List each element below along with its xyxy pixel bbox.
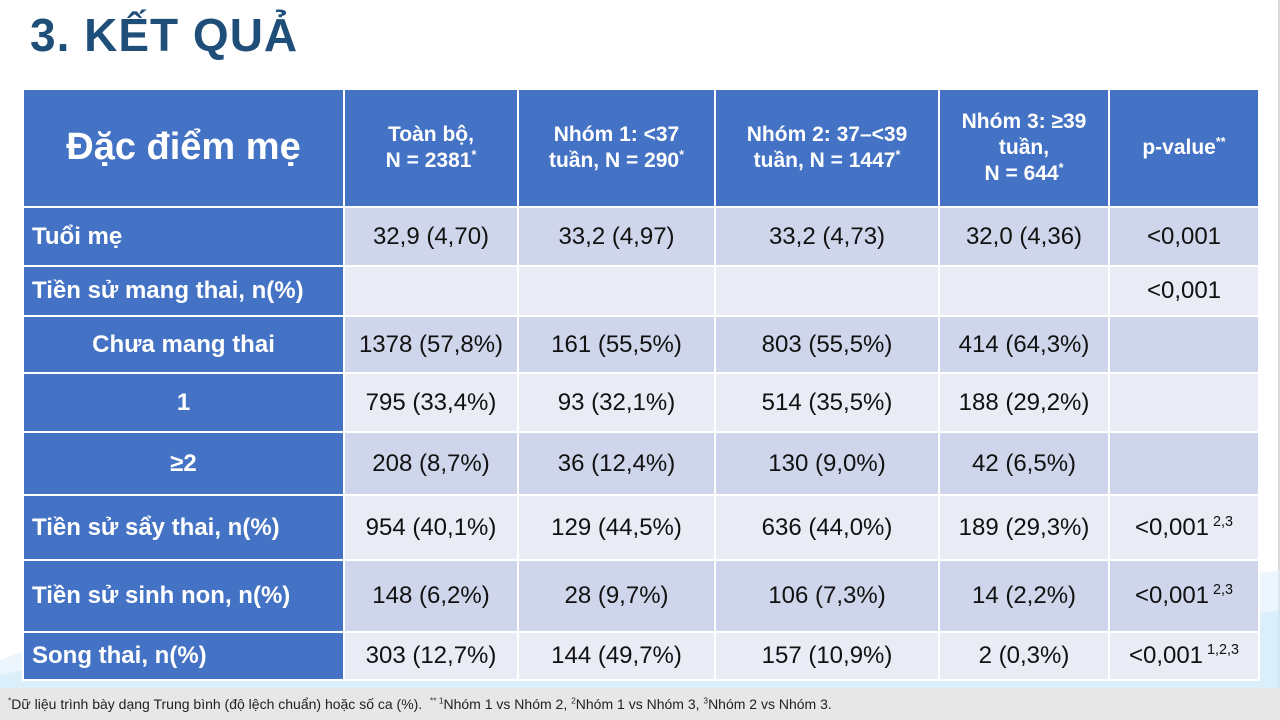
- p-value-cell: [1108, 315, 1260, 374]
- header-group-3: Nhóm 3: ≥39 tuần, N = 644*: [938, 88, 1110, 208]
- table-row: 1 795 (33,4%) 93 (32,1%) 514 (35,5%) 188…: [22, 372, 1260, 433]
- table-cell: 106 (7,3%): [714, 559, 940, 633]
- table-cell: 42 (6,5%): [938, 431, 1110, 496]
- table-row: Tuổi mẹ 32,9 (4,70) 33,2 (4,97) 33,2 (4,…: [22, 206, 1260, 267]
- table-cell: 303 (12,7%): [343, 631, 519, 681]
- header-maternal-characteristics: Đặc điểm mẹ: [22, 88, 345, 208]
- slide-border: [1278, 0, 1280, 720]
- p-value-cell: <0,001: [1108, 206, 1260, 267]
- header-total: Toàn bộ, N = 2381*: [343, 88, 519, 208]
- table-cell: 189 (29,3%): [938, 494, 1110, 561]
- header-group-2: Nhóm 2: 37–<39 tuần, N = 1447*: [714, 88, 940, 208]
- footnote: *Dữ liệu trình bày dạng Trung bình (độ l…: [8, 695, 832, 712]
- table-cell: 208 (8,7%): [343, 431, 519, 496]
- table-cell: 803 (55,5%): [714, 315, 940, 374]
- table-cell: 144 (49,7%): [517, 631, 716, 681]
- table-cell: 36 (12,4%): [517, 431, 716, 496]
- table-cell: 33,2 (4,97): [517, 206, 716, 267]
- table-row: Tiền sử mang thai, n(%) <0,001: [22, 265, 1260, 317]
- table-cell: 28 (9,7%): [517, 559, 716, 633]
- row-label: Tiền sử sẩy thai, n(%): [22, 494, 345, 561]
- table-row: Chưa mang thai 1378 (57,8%) 161 (55,5%) …: [22, 315, 1260, 374]
- table-cell: 129 (44,5%): [517, 494, 716, 561]
- p-value-cell: [1108, 431, 1260, 496]
- table-header-row: Đặc điểm mẹ Toàn bộ, N = 2381* Nhóm 1: <…: [22, 88, 1260, 208]
- row-label: Chưa mang thai: [22, 315, 345, 374]
- table-cell: 795 (33,4%): [343, 372, 519, 433]
- table-cell: 188 (29,2%): [938, 372, 1110, 433]
- results-table: Đặc điểm mẹ Toàn bộ, N = 2381* Nhóm 1: <…: [22, 88, 1260, 681]
- table-cell: 1378 (57,8%): [343, 315, 519, 374]
- row-label: ≥2: [22, 431, 345, 496]
- table-row: ≥2 208 (8,7%) 36 (12,4%) 130 (9,0%) 42 (…: [22, 431, 1260, 496]
- footer-bar: *Dữ liệu trình bày dạng Trung bình (độ l…: [0, 688, 1280, 720]
- table-cell: 130 (9,0%): [714, 431, 940, 496]
- table-cell: 148 (6,2%): [343, 559, 519, 633]
- table-cell: 2 (0,3%): [938, 631, 1110, 681]
- table-cell: 33,2 (4,73): [714, 206, 940, 267]
- table-cell: [343, 265, 519, 317]
- table-row: Tiền sử sinh non, n(%) 148 (6,2%) 28 (9,…: [22, 559, 1260, 633]
- p-value-cell: <0,001 2,3: [1108, 494, 1260, 561]
- table-cell: [938, 265, 1110, 317]
- slide-title: 3. KẾT QUẢ: [30, 9, 299, 61]
- p-value-cell: <0,001 2,3: [1108, 559, 1260, 633]
- p-value-cell: <0,001 1,2,3: [1108, 631, 1260, 681]
- row-label: Tiền sử mang thai, n(%): [22, 265, 345, 317]
- table-cell: [517, 265, 716, 317]
- row-label: 1: [22, 372, 345, 433]
- table-cell: 414 (64,3%): [938, 315, 1110, 374]
- table-cell: 636 (44,0%): [714, 494, 940, 561]
- p-value-cell: <0,001: [1108, 265, 1260, 317]
- table-cell: 514 (35,5%): [714, 372, 940, 433]
- table-cell: 32,9 (4,70): [343, 206, 519, 267]
- table-row: Song thai, n(%) 303 (12,7%) 144 (49,7%) …: [22, 631, 1260, 681]
- table-cell: 32,0 (4,36): [938, 206, 1110, 267]
- table-cell: 161 (55,5%): [517, 315, 716, 374]
- table-cell: [714, 265, 940, 317]
- table-cell: 93 (32,1%): [517, 372, 716, 433]
- table-cell: 954 (40,1%): [343, 494, 519, 561]
- row-label: Song thai, n(%): [22, 631, 345, 681]
- row-label: Tiền sử sinh non, n(%): [22, 559, 345, 633]
- row-label: Tuổi mẹ: [22, 206, 345, 267]
- table-cell: 14 (2,2%): [938, 559, 1110, 633]
- table-row: Tiền sử sẩy thai, n(%) 954 (40,1%) 129 (…: [22, 494, 1260, 561]
- header-p-value: p-value**: [1108, 88, 1260, 208]
- table-cell: 157 (10,9%): [714, 631, 940, 681]
- p-value-cell: [1108, 372, 1260, 433]
- header-group-1: Nhóm 1: <37 tuần, N = 290*: [517, 88, 716, 208]
